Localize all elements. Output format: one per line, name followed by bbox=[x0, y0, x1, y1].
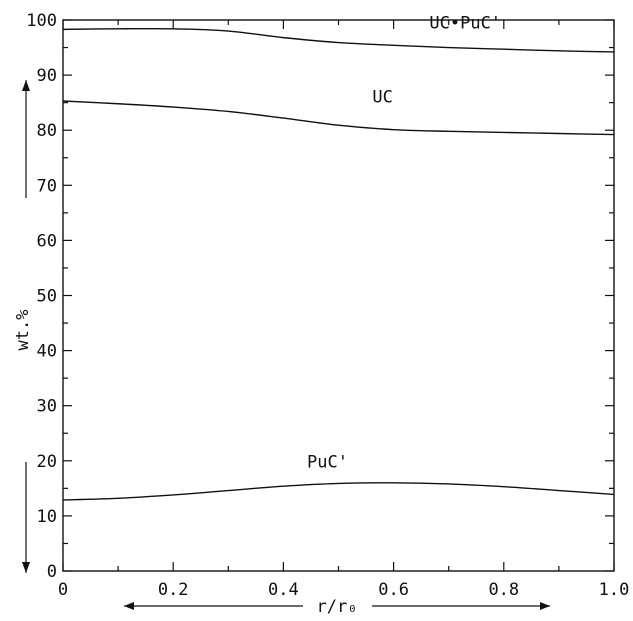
x-tick-label: 0.8 bbox=[488, 580, 519, 600]
y-axis-arrowhead-lower bbox=[22, 562, 30, 573]
x-axis-label: r/r₀ bbox=[317, 597, 358, 617]
y-tick-label: 70 bbox=[37, 176, 57, 196]
y-tick-label: 0 bbox=[47, 562, 57, 582]
y-tick-label: 100 bbox=[26, 11, 57, 31]
series-label-uc-puc: UC•PuC' bbox=[429, 13, 501, 33]
x-tick-label: 0 bbox=[58, 580, 68, 600]
x-axis-arrowhead-left bbox=[124, 602, 134, 610]
ticks bbox=[62, 19, 615, 572]
tick-labels: 0 0.2 0.4 0.6 0.8 1.0 0 10 20 30 40 50 60 70 80 90 100 bbox=[26, 11, 629, 600]
y-axis-label: wt.% bbox=[13, 310, 33, 351]
x-tick-label: 0.2 bbox=[158, 580, 189, 600]
x-axis-arrowhead-right bbox=[540, 602, 550, 610]
y-tick-label: 40 bbox=[37, 342, 57, 362]
x-tick-label: 0.6 bbox=[378, 580, 409, 600]
y-tick-label: 60 bbox=[37, 231, 57, 251]
y-tick-label: 20 bbox=[37, 452, 57, 472]
x-tick-label: 0.4 bbox=[268, 580, 299, 600]
series-label-puc: PuC' bbox=[307, 452, 348, 472]
curves bbox=[62, 27, 615, 501]
series-labels: UC•PuC' UC PuC' bbox=[307, 13, 501, 472]
y-axis-arrowhead-upper bbox=[22, 80, 30, 91]
series-line-uc-puc bbox=[62, 27, 615, 53]
series-line-puc bbox=[62, 482, 615, 501]
y-tick-label: 50 bbox=[37, 287, 57, 307]
series-label-uc: UC bbox=[372, 88, 392, 108]
x-tick-label: 1.0 bbox=[599, 580, 630, 600]
y-tick-label: 90 bbox=[37, 66, 57, 86]
y-tick-label: 10 bbox=[37, 507, 57, 527]
series-line-uc bbox=[62, 100, 615, 136]
y-tick-label: 80 bbox=[37, 121, 57, 141]
y-tick-label: 30 bbox=[37, 397, 57, 417]
